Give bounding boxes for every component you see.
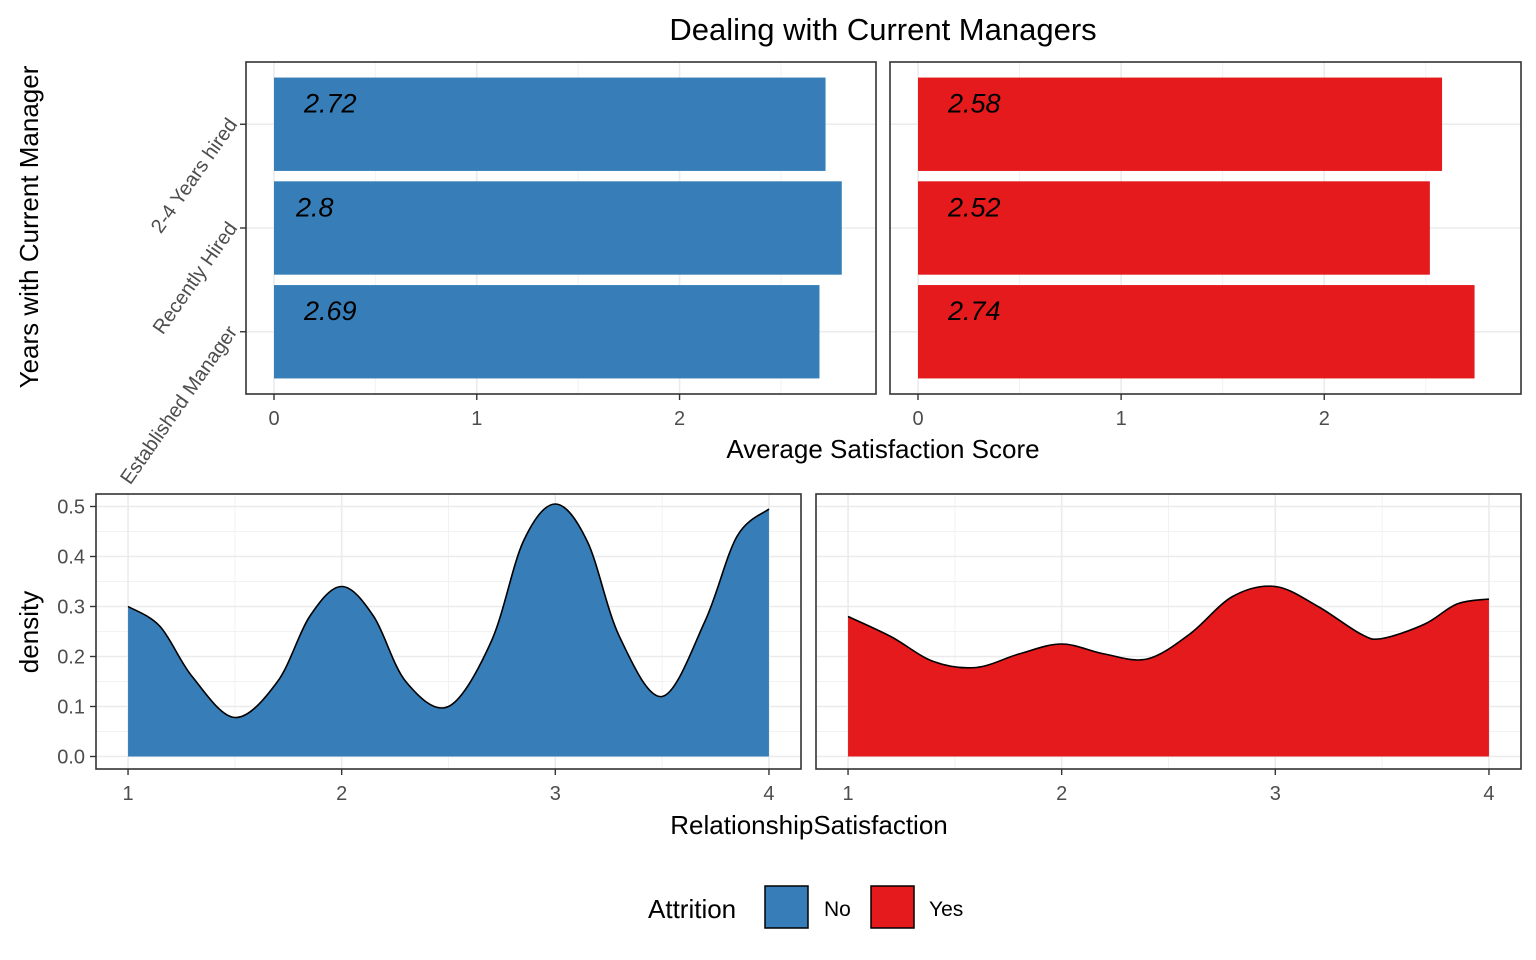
x-tick-label: 0	[912, 408, 923, 430]
y-tick-label: 2-4 Years hired	[147, 114, 242, 237]
bar-panel-yes: 2.74 2.52 2.58 0 1 2	[889, 61, 1522, 430]
y-tick-label: 0.3	[57, 597, 85, 619]
legend-swatch-yes	[870, 885, 915, 929]
bar	[274, 181, 842, 275]
y-tick-label: 0.0	[57, 747, 85, 769]
top-x-axis-title: Average Satisfaction Score	[726, 434, 1039, 464]
x-tick-label: 3	[1270, 783, 1281, 805]
bar	[918, 77, 1443, 171]
y-tick-label: 0.1	[57, 697, 85, 719]
density-area	[848, 586, 1489, 757]
x-tick-label: 2	[1056, 783, 1067, 805]
density-panel-no: 1 2 3 4 0.0 0.1 0.2 0.3 0.4 0.5	[57, 493, 802, 805]
panel-border	[815, 493, 1522, 770]
bottom-y-axis-title: density	[14, 591, 44, 673]
chart-title: Dealing with Current Managers	[669, 12, 1096, 47]
legend-label-yes: Yes	[929, 898, 963, 921]
density-panel-yes: 1 2 3 4	[815, 493, 1522, 805]
panel-border	[889, 61, 1522, 395]
x-tick-label: 1	[1116, 408, 1127, 430]
x-tick-label: 1	[471, 408, 482, 430]
bar-value-label: 2.58	[947, 89, 1001, 119]
x-tick-label: 4	[1483, 783, 1494, 805]
bar-value-label: 2.52	[947, 192, 1001, 222]
density-curve	[847, 585, 1490, 669]
y-tick-label: Established Manager	[116, 322, 242, 489]
x-tick-label: 1	[122, 783, 133, 805]
bar	[918, 181, 1430, 275]
y-tick-label: 0.4	[57, 547, 85, 569]
y-tick-label: 0.5	[57, 497, 85, 519]
legend-label-no: No	[824, 898, 851, 921]
legend: Attrition No Yes	[648, 885, 963, 929]
bar	[918, 285, 1475, 379]
bar-value-label: 2.69	[303, 296, 357, 326]
x-tick-label: 2	[1319, 408, 1330, 430]
x-tick-label: 2	[336, 783, 347, 805]
bottom-x-axis-title: RelationshipSatisfaction	[670, 810, 948, 840]
bar	[274, 77, 826, 171]
x-tick-label: 4	[763, 783, 774, 805]
bar-value-label: 2.72	[303, 89, 357, 119]
x-tick-label: 3	[550, 783, 561, 805]
y-tick-label: 0.2	[57, 647, 85, 669]
bar-panel-no: 2.69 2.8 2.72 0 1 2	[245, 61, 877, 430]
bar-value-label: 2.8	[295, 192, 334, 222]
density-area	[128, 504, 769, 757]
top-y-axis-title: Years with Current Manager	[14, 65, 44, 388]
panel-border	[95, 493, 802, 770]
legend-title: Attrition	[648, 894, 736, 924]
x-tick-label: 1	[842, 783, 853, 805]
bar-value-label: 2.74	[947, 296, 1001, 326]
bar	[274, 285, 820, 379]
density-curve	[127, 503, 770, 719]
legend-swatch-no	[764, 885, 809, 929]
x-tick-label: 0	[268, 408, 279, 430]
x-tick-label: 2	[674, 408, 685, 430]
